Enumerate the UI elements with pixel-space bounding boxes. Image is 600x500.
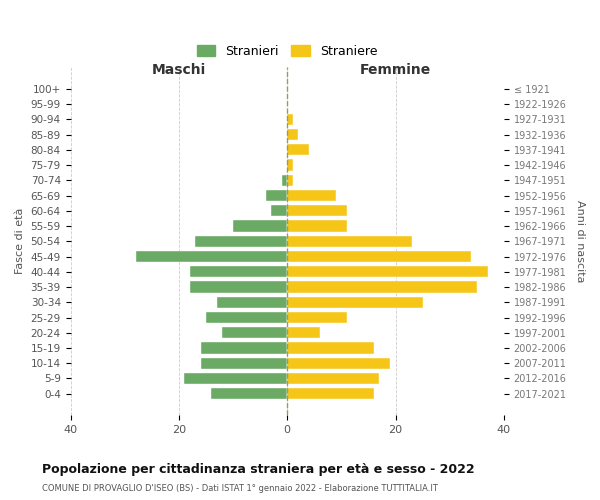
Bar [190, 266, 287, 278]
Bar [136, 251, 287, 262]
Bar [233, 220, 287, 232]
Bar [211, 388, 287, 400]
Bar [271, 205, 287, 216]
Bar [287, 327, 320, 338]
Text: COMUNE DI PROVAGLIO D'ISEO (BS) - Dati ISTAT 1° gennaio 2022 - Elaborazione TUTT: COMUNE DI PROVAGLIO D'ISEO (BS) - Dati I… [42, 484, 438, 493]
Bar [287, 174, 293, 186]
Bar [200, 342, 287, 353]
Bar [287, 190, 336, 201]
Bar [222, 327, 287, 338]
Bar [287, 114, 293, 125]
Bar [195, 236, 287, 247]
Bar [206, 312, 287, 323]
Bar [200, 358, 287, 369]
Bar [217, 296, 287, 308]
Bar [287, 358, 390, 369]
Legend: Stranieri, Straniere: Stranieri, Straniere [190, 38, 384, 64]
Bar [266, 190, 287, 201]
Bar [287, 388, 374, 400]
Bar [282, 174, 287, 186]
Text: Maschi: Maschi [152, 62, 206, 76]
Bar [287, 251, 472, 262]
Bar [184, 373, 287, 384]
Text: Femmine: Femmine [360, 62, 431, 76]
Bar [287, 144, 309, 156]
Bar [287, 373, 379, 384]
Bar [287, 266, 488, 278]
Bar [287, 342, 374, 353]
Bar [287, 312, 347, 323]
Bar [287, 205, 347, 216]
Bar [287, 129, 298, 140]
Bar [287, 296, 422, 308]
Y-axis label: Fasce di età: Fasce di età [15, 208, 25, 274]
Bar [287, 220, 347, 232]
Bar [287, 236, 412, 247]
Bar [190, 282, 287, 292]
Bar [287, 160, 293, 170]
Y-axis label: Anni di nascita: Anni di nascita [575, 200, 585, 282]
Text: Popolazione per cittadinanza straniera per età e sesso - 2022: Popolazione per cittadinanza straniera p… [42, 462, 475, 475]
Bar [287, 282, 477, 292]
